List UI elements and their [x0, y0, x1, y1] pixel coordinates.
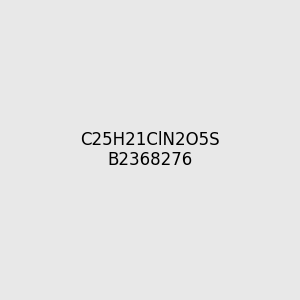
Text: C25H21ClN2O5S
B2368276: C25H21ClN2O5S B2368276: [80, 130, 220, 170]
